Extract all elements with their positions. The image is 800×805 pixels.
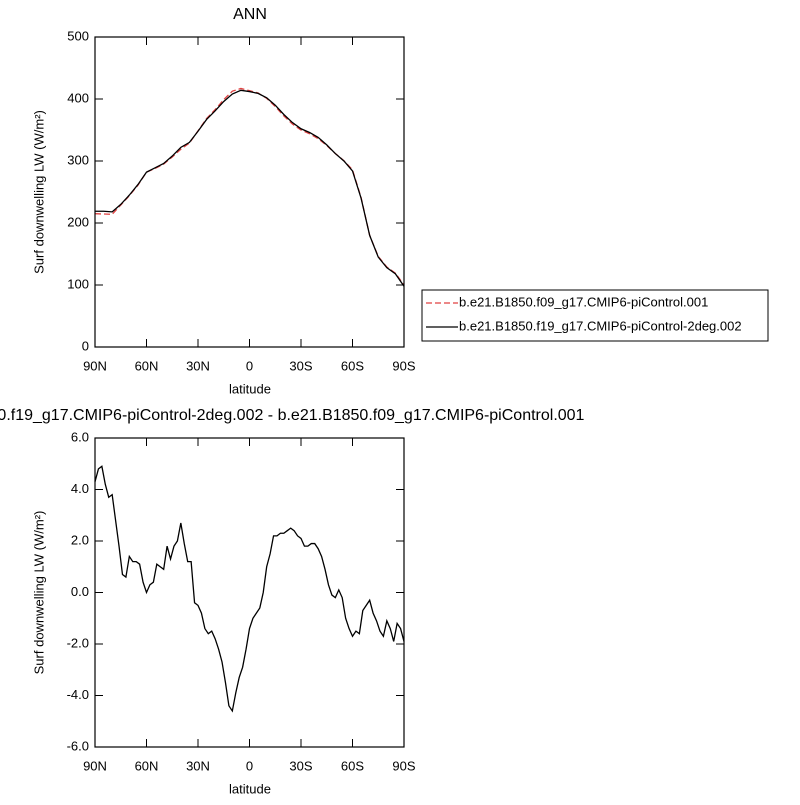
data-line xyxy=(95,89,405,287)
y-tick-label: 400 xyxy=(67,90,89,105)
x-tick-label: 60N xyxy=(135,358,159,373)
x-tick-label: 90S xyxy=(392,358,415,373)
y-tick-label: -4.0 xyxy=(67,687,89,702)
plot-frame xyxy=(94,437,405,748)
x-tick-label: 30S xyxy=(289,758,312,773)
x-tick-label: 0 xyxy=(246,358,253,373)
y-axis-label: Surf downwelling LW (W/m²) xyxy=(31,110,46,274)
y-axis-label: Surf downwelling LW (W/m²) xyxy=(31,511,46,675)
y-tick-label: 0.0 xyxy=(71,584,89,599)
y-tick-label: 500 xyxy=(67,28,89,43)
y-tick-label: 300 xyxy=(67,152,89,167)
x-tick-label: 30S xyxy=(289,358,312,373)
legend-box xyxy=(421,289,769,342)
x-tick-label: 90N xyxy=(83,358,107,373)
x-tick-label: 0 xyxy=(246,758,253,773)
data-line xyxy=(94,465,405,713)
y-tick-label: 4.0 xyxy=(71,481,89,496)
legend-label: b.e21.B1850.f19_g17.CMIP6-piControl-2deg… xyxy=(459,318,742,333)
y-tick-label: -6.0 xyxy=(67,738,89,753)
chart-title: ANN xyxy=(233,6,267,23)
y-tick-label: 0 xyxy=(82,338,89,353)
legend-label: b.e21.B1850.f09_g17.CMIP6-piControl.001 xyxy=(459,294,708,309)
data-line xyxy=(94,87,405,286)
y-tick-label: 2.0 xyxy=(71,532,89,547)
x-tick-label: 60S xyxy=(341,358,364,373)
x-axis-label: latitude xyxy=(229,781,271,796)
x-tick-label: 30N xyxy=(186,358,210,373)
x-axis-label: latitude xyxy=(229,381,271,396)
chart-title: b.e21.B1850.f19_g17.CMIP6-piControl-2deg… xyxy=(0,407,585,424)
y-tick-label: 200 xyxy=(67,214,89,229)
y-tick-label: 100 xyxy=(67,276,89,291)
x-tick-label: 60N xyxy=(135,758,159,773)
x-tick-label: 30N xyxy=(186,758,210,773)
x-tick-label: 90N xyxy=(83,758,107,773)
x-tick-label: 60S xyxy=(341,758,364,773)
x-tick-label: 90S xyxy=(392,758,415,773)
y-tick-label: 6.0 xyxy=(71,429,89,444)
plot-frame xyxy=(94,36,405,348)
y-tick-label: -2.0 xyxy=(67,635,89,650)
